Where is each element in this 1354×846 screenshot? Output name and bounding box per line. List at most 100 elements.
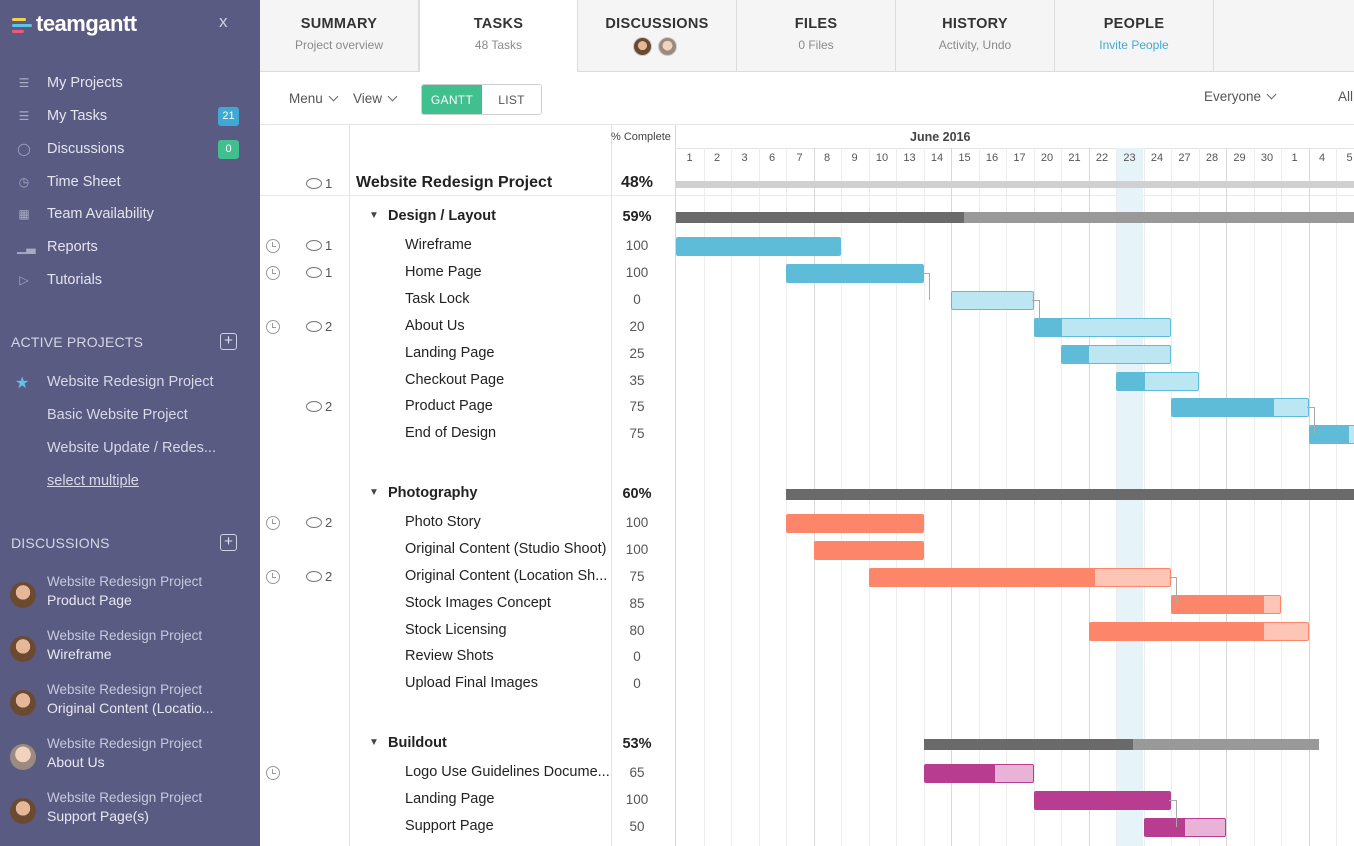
- percent-complete[interactable]: 85: [629, 596, 645, 611]
- status-filter-dropdown[interactable]: All: [1338, 89, 1354, 104]
- star-icon[interactable]: ★: [15, 375, 30, 392]
- task-bar[interactable]: [868, 568, 1171, 587]
- task-name[interactable]: Upload Final Images: [405, 675, 538, 691]
- task-bar[interactable]: [1033, 791, 1171, 810]
- task-name[interactable]: Support Page: [405, 818, 494, 834]
- percent-complete[interactable]: 75: [629, 399, 645, 414]
- percent-complete[interactable]: 100: [625, 542, 649, 557]
- task-row[interactable]: 2 Product Page 75: [260, 393, 1354, 420]
- percent-complete[interactable]: 35: [629, 373, 645, 388]
- task-row[interactable]: Support Page 50: [260, 813, 1354, 840]
- comments-button[interactable]: 2: [306, 515, 332, 530]
- task-name[interactable]: Review Shots: [405, 648, 494, 664]
- task-row[interactable]: Checkout Page 35: [260, 367, 1354, 394]
- collapse-toggle-icon[interactable]: ▼: [369, 737, 379, 748]
- nav-tutorials[interactable]: ▷ Tutorials: [0, 266, 260, 294]
- task-row[interactable]: Stock Images Concept 85: [260, 590, 1354, 617]
- task-bar[interactable]: [1143, 818, 1226, 837]
- task-name[interactable]: Stock Images Concept: [405, 595, 551, 611]
- percent-complete[interactable]: 100: [625, 265, 649, 280]
- group-name[interactable]: Photography: [388, 485, 478, 501]
- collapse-toggle-icon[interactable]: ▼: [369, 210, 379, 221]
- tab-tasks[interactable]: TASKS 48 Tasks: [419, 0, 578, 73]
- percent-complete[interactable]: 75: [629, 569, 645, 584]
- task-row[interactable]: ▼ Buildout 53%: [260, 730, 1354, 757]
- add-discussion-button[interactable]: +: [220, 534, 237, 551]
- nav-time-sheet[interactable]: ◷ Time Sheet: [0, 168, 260, 196]
- comments-button[interactable]: 2: [306, 319, 332, 334]
- task-bar[interactable]: [1116, 372, 1199, 391]
- nav-reports[interactable]: ▁▃ Reports: [0, 233, 260, 261]
- task-row[interactable]: Landing Page 100: [260, 786, 1354, 813]
- people-filter-dropdown[interactable]: Everyone: [1204, 89, 1277, 104]
- percent-complete[interactable]: 65: [629, 765, 645, 780]
- task-row[interactable]: Task Lock 0: [260, 286, 1354, 313]
- comments-button[interactable]: 2: [306, 399, 332, 414]
- task-name[interactable]: About Us: [405, 318, 465, 334]
- task-name[interactable]: Landing Page: [405, 345, 495, 361]
- group-name[interactable]: Buildout: [388, 735, 447, 751]
- clock-icon[interactable]: [266, 766, 280, 780]
- comments-button[interactable]: 1: [306, 265, 332, 280]
- tab-history[interactable]: HISTORY Activity, Undo: [896, 0, 1055, 72]
- collapse-toggle-icon[interactable]: ▼: [369, 487, 379, 498]
- task-bar[interactable]: [923, 764, 1034, 783]
- logo[interactable]: teamgantt: [12, 10, 137, 38]
- group-summary-bar[interactable]: [786, 489, 1354, 500]
- percent-complete[interactable]: 80: [629, 623, 645, 638]
- nav-my-projects[interactable]: ☰ My Projects: [0, 69, 260, 97]
- task-bar[interactable]: [1308, 425, 1354, 444]
- task-name[interactable]: Logo Use Guidelines Docume...: [405, 764, 610, 780]
- percent-complete[interactable]: 48%: [620, 174, 654, 191]
- percent-complete[interactable]: 100: [625, 515, 649, 530]
- discussion-item[interactable]: Website Redesign Project Original Conten…: [0, 682, 260, 728]
- task-row[interactable]: 1 Home Page 100: [260, 259, 1354, 286]
- nav-team-availability[interactable]: ▦ Team Availability: [0, 200, 260, 228]
- task-row[interactable]: 2 About Us 20: [260, 313, 1354, 340]
- task-row[interactable]: Stock Licensing 80: [260, 617, 1354, 644]
- nav-discussions[interactable]: ◯ Discussions 0: [0, 135, 260, 163]
- menu-dropdown[interactable]: Menu: [289, 91, 339, 106]
- task-row[interactable]: 1 Wireframe 100: [260, 232, 1354, 259]
- task-row[interactable]: Logo Use Guidelines Docume... 65: [260, 759, 1354, 786]
- group-summary-bar[interactable]: [676, 212, 1354, 223]
- task-bar[interactable]: [786, 264, 924, 283]
- tab-files[interactable]: FILES 0 Files: [737, 0, 896, 72]
- percent-complete[interactable]: 59%: [622, 209, 652, 225]
- project-name[interactable]: Website Redesign Project: [356, 174, 553, 191]
- task-name[interactable]: End of Design: [405, 425, 497, 441]
- task-row[interactable]: 1 Website Redesign Project 48%: [260, 170, 1354, 197]
- task-row[interactable]: Original Content (Studio Shoot) 100: [260, 536, 1354, 563]
- project-item[interactable]: Website Update / Redes...: [47, 440, 216, 456]
- task-name[interactable]: Original Content (Studio Shoot): [405, 541, 607, 557]
- task-row[interactable]: Landing Page 25: [260, 340, 1354, 367]
- task-bar[interactable]: [1033, 318, 1171, 337]
- comments-button[interactable]: 1: [306, 176, 332, 191]
- group-name[interactable]: Design / Layout: [388, 208, 496, 224]
- project-item[interactable]: Basic Website Project: [47, 407, 188, 423]
- invite-people-link[interactable]: Invite People: [1099, 38, 1169, 52]
- list-view-button[interactable]: LIST: [482, 85, 541, 114]
- tab-people[interactable]: PEOPLE Invite People: [1055, 0, 1214, 72]
- discussion-item[interactable]: Website Redesign Project Wireframe: [0, 628, 260, 674]
- task-name[interactable]: Photo Story: [405, 514, 481, 530]
- task-bar[interactable]: [1171, 595, 1281, 614]
- percent-complete[interactable]: 25: [629, 346, 645, 361]
- percent-complete[interactable]: 100: [625, 238, 649, 253]
- group-summary-bar[interactable]: [923, 739, 1319, 750]
- task-name[interactable]: Stock Licensing: [405, 622, 507, 638]
- task-row[interactable]: 2 Original Content (Location Sh... 75: [260, 563, 1354, 590]
- tab-discussions[interactable]: DISCUSSIONS: [578, 0, 737, 72]
- task-name[interactable]: Home Page: [405, 264, 482, 280]
- discussion-item[interactable]: Website Redesign Project Product Page: [0, 574, 260, 620]
- percent-complete[interactable]: 0: [633, 292, 641, 307]
- close-sidebar-button[interactable]: x: [219, 12, 228, 31]
- task-row[interactable]: ▼ Design / Layout 59%: [260, 203, 1354, 230]
- comments-button[interactable]: 1: [306, 238, 332, 253]
- task-name[interactable]: Product Page: [405, 398, 493, 414]
- project-summary-bar[interactable]: [676, 181, 1354, 188]
- tab-summary[interactable]: SUMMARY Project overview: [260, 0, 419, 72]
- task-bar[interactable]: [1061, 345, 1171, 364]
- comments-button[interactable]: 2: [306, 569, 332, 584]
- percent-complete[interactable]: 100: [625, 792, 649, 807]
